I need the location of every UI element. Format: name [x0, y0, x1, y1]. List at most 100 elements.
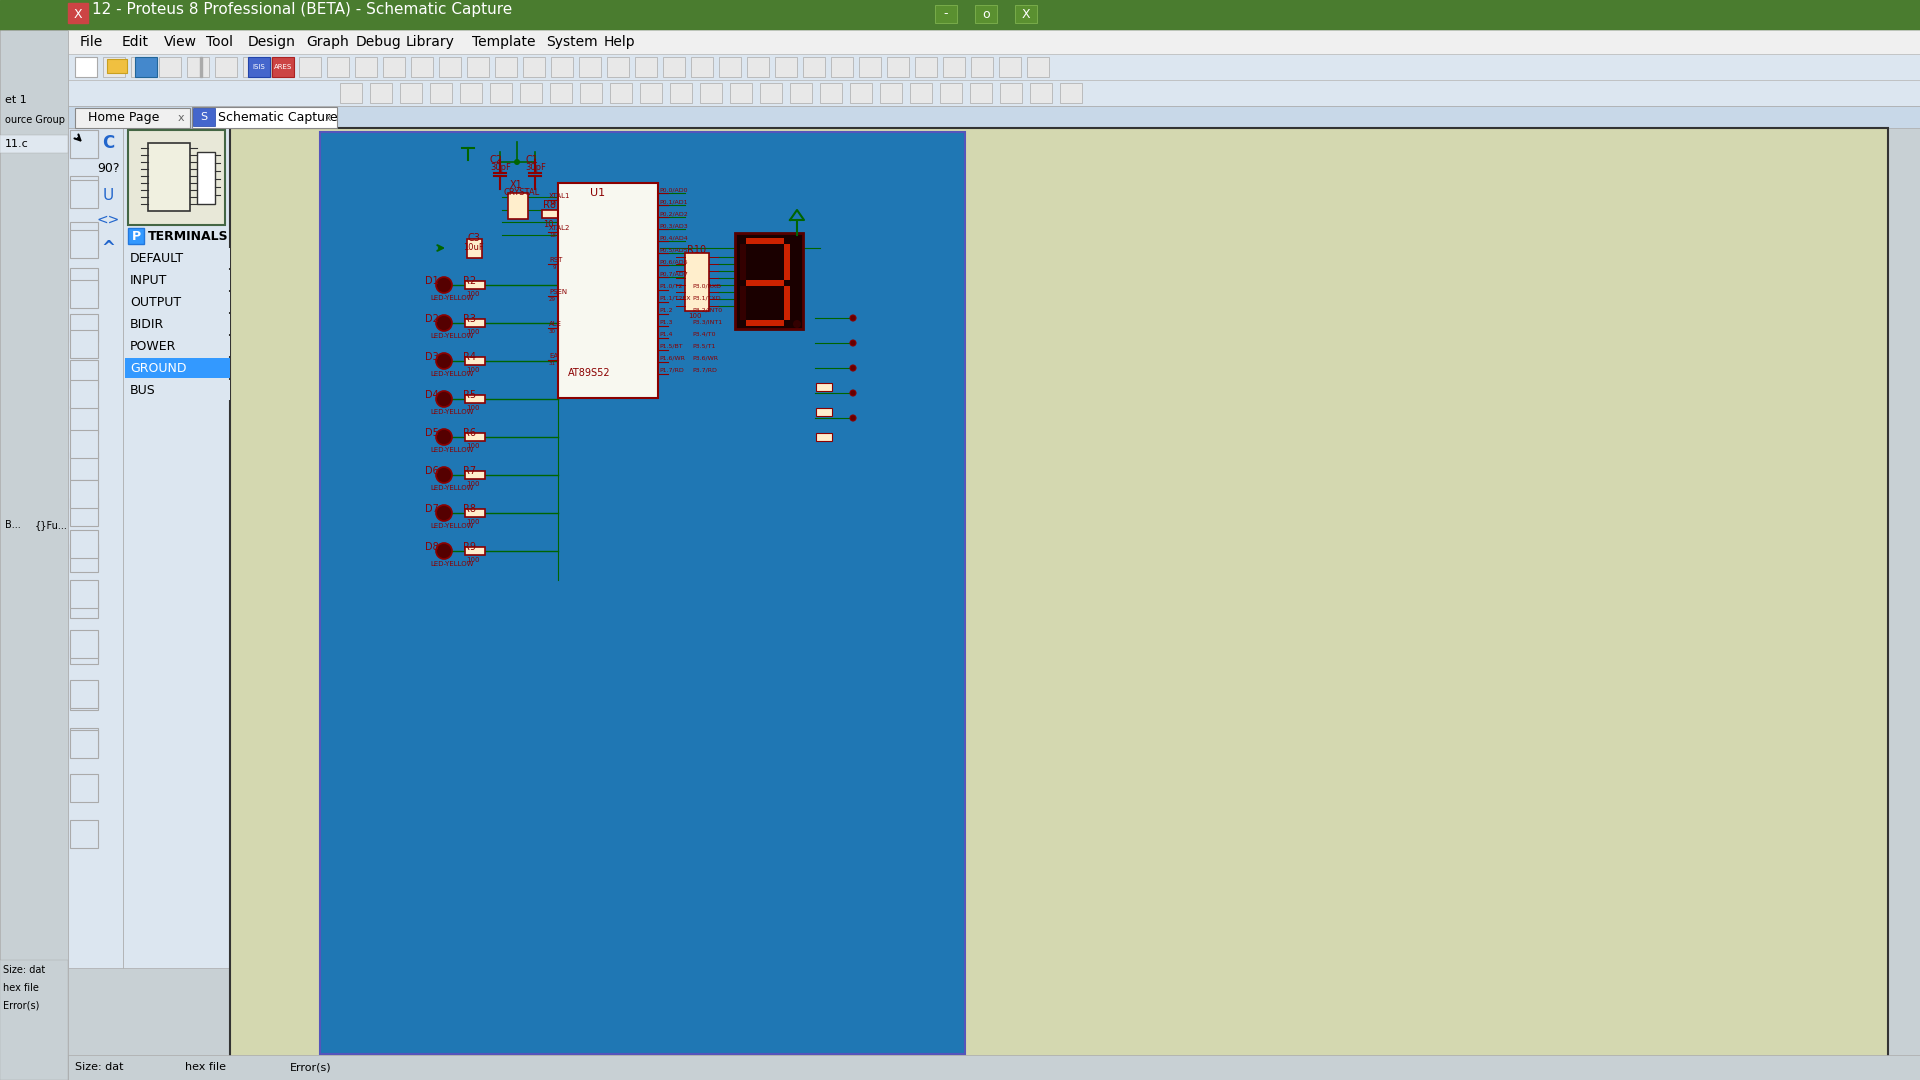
Bar [326, 57, 349, 77]
Text: 100: 100 [467, 519, 480, 525]
Bar [760, 83, 781, 103]
Text: D5: D5 [424, 428, 440, 438]
Text: D2: D2 [424, 314, 440, 324]
Text: P3.3/INT1: P3.3/INT1 [691, 320, 722, 325]
Bar [194, 108, 215, 126]
Text: P1.4: P1.4 [659, 332, 672, 337]
Bar [123, 129, 230, 968]
Bar [941, 83, 962, 103]
Text: et 1: et 1 [6, 95, 27, 105]
Text: R9: R9 [463, 542, 476, 552]
Text: GROUND: GROUND [131, 362, 186, 375]
Text: hex file: hex file [4, 983, 38, 993]
Bar [0, 0, 1920, 30]
Text: 29: 29 [549, 297, 557, 302]
Bar [382, 57, 405, 77]
Text: D3: D3 [424, 352, 440, 362]
Bar [230, 129, 1887, 1059]
Text: Library: Library [405, 35, 455, 49]
Bar [916, 57, 937, 77]
Bar [783, 244, 789, 280]
Text: Graph: Graph [305, 35, 349, 49]
Bar [887, 57, 908, 77]
Bar [551, 57, 572, 77]
Bar [522, 57, 545, 77]
Text: AT89S52: AT89S52 [568, 368, 611, 378]
Text: R2: R2 [463, 276, 476, 286]
Text: CRYSTAL: CRYSTAL [503, 188, 540, 197]
Text: 10uF: 10uF [463, 243, 484, 252]
Text: S: S [200, 112, 207, 122]
Text: X1: X1 [511, 180, 522, 190]
Text: P1.7/RD: P1.7/RD [659, 368, 684, 373]
Text: 100: 100 [467, 481, 480, 487]
Text: x: x [324, 113, 332, 123]
Bar [75, 57, 98, 77]
Bar [69, 222, 98, 249]
Text: LED-YELLOW: LED-YELLOW [430, 333, 474, 339]
Bar [300, 57, 321, 77]
Text: D6: D6 [424, 465, 440, 476]
Bar [910, 83, 931, 103]
Bar [747, 320, 783, 326]
Text: ^: ^ [102, 239, 115, 257]
Bar [1000, 83, 1021, 103]
Bar [662, 57, 685, 77]
Bar [69, 230, 98, 258]
Text: Edit: Edit [123, 35, 150, 49]
Text: Schematic Capture: Schematic Capture [219, 111, 338, 124]
Text: Help: Help [605, 35, 636, 49]
Bar [816, 408, 831, 416]
Text: hex file: hex file [184, 1062, 227, 1072]
Text: R4: R4 [463, 352, 476, 362]
Text: INPUT: INPUT [131, 273, 167, 286]
Text: P1.0/T2: P1.0/T2 [659, 284, 682, 289]
Text: P0.7/AD7: P0.7/AD7 [659, 271, 687, 276]
Bar [69, 728, 98, 756]
Text: 31: 31 [549, 361, 557, 366]
Text: P1.1/T2EX: P1.1/T2EX [659, 296, 691, 301]
Circle shape [515, 159, 520, 165]
Circle shape [436, 276, 451, 293]
Bar [747, 57, 770, 77]
Bar [69, 130, 98, 158]
Bar [975, 5, 996, 23]
Bar [125, 314, 230, 334]
Bar [131, 57, 154, 77]
Bar [465, 509, 486, 517]
Text: 30pF: 30pF [490, 163, 511, 172]
Bar [461, 83, 482, 103]
Text: Home Page: Home Page [88, 111, 159, 124]
Bar [192, 107, 338, 129]
Bar [972, 57, 993, 77]
Bar [125, 248, 230, 268]
Bar [69, 774, 98, 802]
Text: Error(s): Error(s) [4, 1001, 40, 1011]
Bar [739, 286, 747, 320]
Bar [125, 292, 230, 312]
Bar [747, 238, 783, 244]
Bar [691, 57, 712, 77]
Bar [639, 83, 662, 103]
Text: View: View [163, 35, 198, 49]
Text: 100: 100 [467, 557, 480, 563]
Text: BIDIR: BIDIR [131, 318, 165, 330]
Text: POWER: POWER [131, 339, 177, 352]
Text: R3: R3 [463, 314, 476, 324]
Bar [465, 471, 486, 480]
Bar [125, 336, 230, 356]
Bar [69, 180, 98, 208]
Bar [69, 330, 98, 357]
Bar [816, 433, 831, 441]
Text: EA: EA [549, 353, 559, 359]
Bar [340, 83, 363, 103]
Text: P0.3/AD3: P0.3/AD3 [659, 222, 687, 228]
Bar [465, 281, 486, 289]
Bar [125, 380, 230, 400]
Circle shape [436, 429, 451, 445]
Bar [467, 239, 482, 258]
Text: -: - [945, 8, 948, 21]
Bar [411, 57, 434, 77]
Text: 18: 18 [549, 233, 557, 238]
Text: Tool: Tool [205, 35, 232, 49]
